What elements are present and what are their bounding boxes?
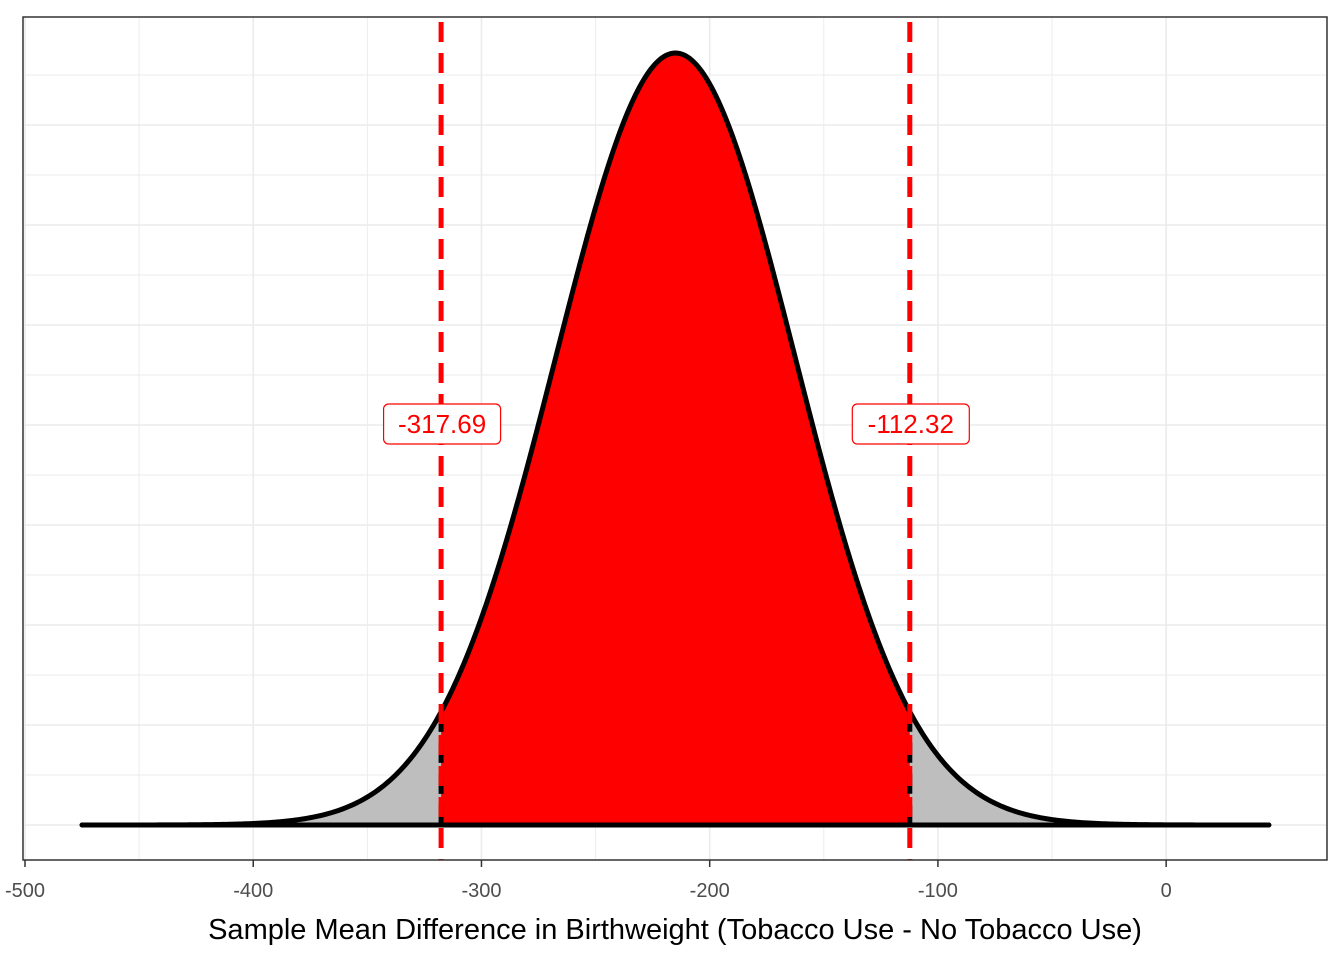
- x-tick-label: -100: [918, 880, 958, 902]
- x-tick-label: -200: [690, 880, 730, 902]
- lower-bound-label-box: [382, 403, 502, 445]
- x-tick-label: -400: [233, 880, 273, 902]
- upper-bound-label-box: [851, 403, 970, 445]
- left-tail-area: [82, 711, 442, 825]
- x-tick-label: -300: [461, 880, 501, 902]
- upper-bound-label: -112.32: [851, 403, 970, 445]
- x-tick-label: -500: [5, 880, 45, 902]
- right-tail-area: [909, 711, 1269, 825]
- interval-area: [441, 53, 910, 825]
- panel-border: [22, 16, 1328, 861]
- lower-bound-label: -317.69: [382, 403, 502, 445]
- x-axis-title: Sample Mean Difference in Birthweight (T…: [208, 914, 1142, 946]
- upper-bound-label-text: -112.32: [868, 409, 954, 439]
- lower-bound-label-text: -317.69: [398, 409, 486, 439]
- x-axis: -500 -400 -300 -200 -100 0: [5, 860, 1172, 902]
- density-curve: [79, 50, 1272, 828]
- x-tick-label: 0: [1161, 880, 1172, 902]
